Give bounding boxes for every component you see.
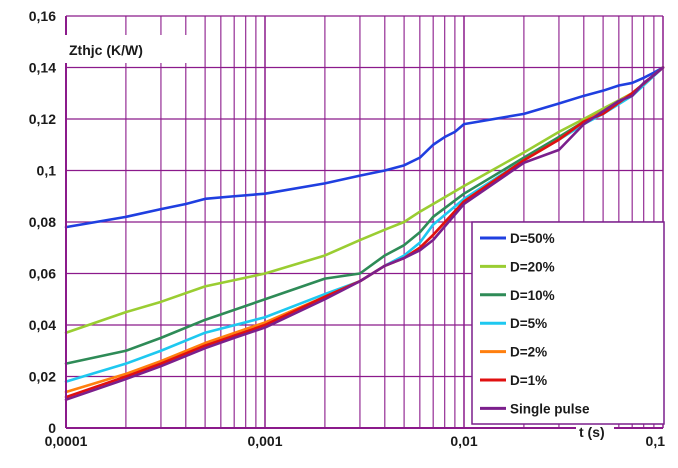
legend-label-single-pulse: Single pulse <box>510 401 590 416</box>
y-tick-label: 0 <box>48 420 56 436</box>
x-tick-label: 0,0001 <box>45 433 88 449</box>
x-tick-label: 0,01 <box>450 433 477 449</box>
ylabel-background <box>62 35 192 63</box>
y-axis-label: Zthjc (K/W) <box>69 42 143 58</box>
series-line-single-pulse <box>64 66 665 401</box>
axes <box>65 16 663 429</box>
tick-labels: 0 0,02 0,04 0,06 0,08 0,1 0,12 0,14 0,16 0,0001 0,… <box>29 8 665 449</box>
legend-label-d-50: D=50% <box>510 231 555 246</box>
y-tick-label: 0,02 <box>29 369 56 385</box>
x-tick-label: 0,001 <box>247 433 282 449</box>
y-tick-label: 0,12 <box>29 111 56 127</box>
y-tick-label: 0,06 <box>29 266 56 282</box>
x-tick-label: 0,1 <box>646 433 666 449</box>
y-tick-label: 0,14 <box>29 60 56 76</box>
legend-label-d-1: D=1% <box>510 373 547 388</box>
y-tick-label: 0,1 <box>37 163 57 179</box>
y-tick-label: 0,08 <box>29 214 56 230</box>
legend-label-d-10: D=10% <box>510 288 555 303</box>
series-line-d-20 <box>64 66 665 335</box>
series-line-d-50 <box>64 66 665 229</box>
y-tick-label: 0,16 <box>29 8 56 24</box>
xlabel-background <box>576 420 614 442</box>
legend-label-d-5: D=5% <box>510 316 547 331</box>
y-tick-label: 0,04 <box>29 317 56 333</box>
legend: D=50% D=20% D=10% D=5% D=2% D=1% Single pulse <box>471 221 665 425</box>
x-axis-label: t (s) <box>579 424 605 440</box>
legend-label-d-20: D=20% <box>510 259 555 274</box>
legend-label-d-2: D=2% <box>510 345 547 360</box>
series-lines <box>64 66 665 401</box>
